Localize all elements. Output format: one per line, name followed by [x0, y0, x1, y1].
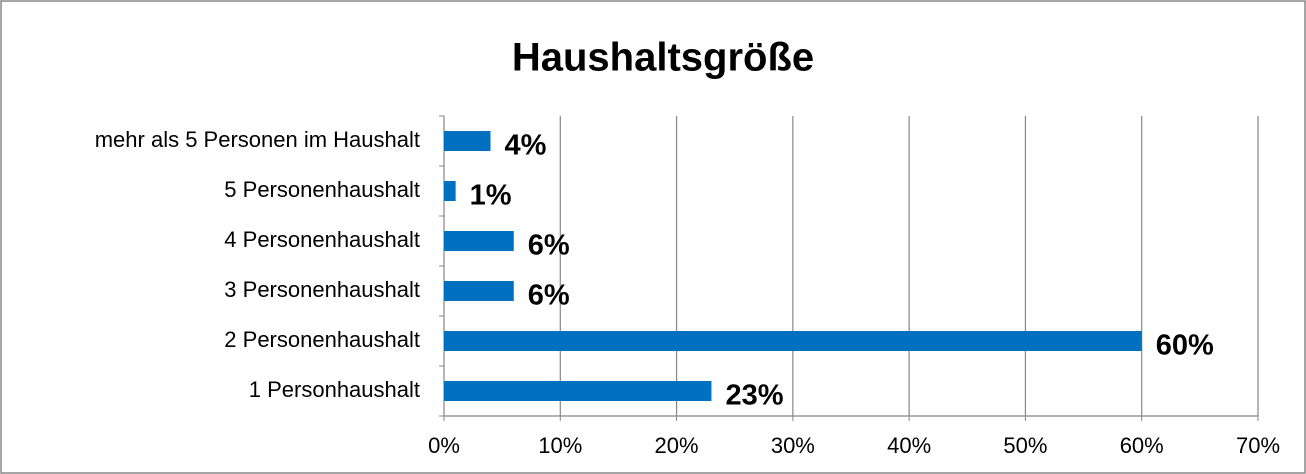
y-tick-label: 3 Personenhaushalt — [224, 277, 420, 302]
chart-title: Haushaltsgröße — [512, 36, 814, 80]
bar — [444, 131, 491, 151]
x-tick-label: 20% — [655, 433, 699, 458]
bar — [444, 381, 712, 401]
x-tick-label: 50% — [1003, 433, 1047, 458]
x-tick-label: 70% — [1236, 433, 1280, 458]
data-label: 60% — [1156, 330, 1214, 362]
y-tick-label: mehr als 5 Personen im Haushalt — [95, 127, 420, 152]
data-label: 6% — [528, 280, 570, 312]
data-label: 1% — [470, 180, 512, 212]
x-tick-label: 10% — [538, 433, 582, 458]
y-tick-label: 4 Personenhaushalt — [224, 227, 420, 252]
y-tick-label: 5 Personenhaushalt — [224, 177, 420, 202]
bar — [444, 281, 514, 301]
y-tick-label: 2 Personenhaushalt — [224, 327, 420, 352]
x-tick-label: 0% — [428, 433, 460, 458]
x-tick-label: 30% — [771, 433, 815, 458]
y-tick-label: 1 Personhaushalt — [249, 377, 420, 402]
bar — [444, 231, 514, 251]
bar — [444, 181, 456, 201]
data-label: 23% — [725, 380, 783, 412]
data-label: 6% — [528, 230, 570, 262]
x-tick-label: 60% — [1120, 433, 1164, 458]
bar — [444, 331, 1142, 351]
x-tick-label: 40% — [887, 433, 931, 458]
data-label: 4% — [505, 130, 547, 162]
